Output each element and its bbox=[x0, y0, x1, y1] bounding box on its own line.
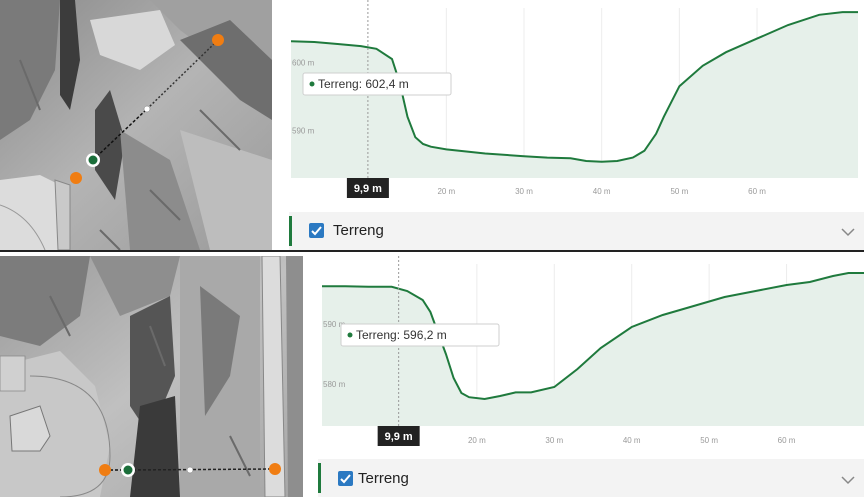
y-tick-label: 580 m bbox=[323, 380, 346, 389]
terrain-map-1[interactable] bbox=[0, 0, 272, 250]
position-marker[interactable] bbox=[88, 155, 98, 165]
startpoint-marker[interactable] bbox=[70, 172, 82, 184]
legend-accent-bar bbox=[289, 216, 292, 246]
y-tick-label: 590 m bbox=[323, 320, 346, 329]
hillshade-map-1 bbox=[0, 0, 272, 250]
legend-accent-bar bbox=[318, 463, 321, 493]
elevation-panel-2: 590 m 580 m 20 m 30 m 40 m 50 m 60 m 9,9 m Terre… bbox=[0, 256, 864, 497]
chevron-down-icon[interactable] bbox=[840, 225, 856, 237]
legend-row-2[interactable]: Terreng bbox=[318, 459, 864, 497]
midpoint-vertex[interactable] bbox=[143, 105, 151, 113]
terrain-area bbox=[322, 273, 864, 426]
x-tick-label: 60 m bbox=[748, 187, 766, 196]
elevation-panel-1: 600 m 590 m 20 m 30 m 40 m 50 m 60 m 9,9 m Terre… bbox=[0, 0, 864, 250]
x-tick-label: 50 m bbox=[700, 436, 718, 445]
tooltip-dot bbox=[347, 332, 353, 338]
elevation-tooltip bbox=[302, 72, 452, 96]
elevation-profile-1[interactable]: 600 m 590 m 20 m 30 m 40 m 50 m 60 m 9,9 m Terre… bbox=[283, 0, 864, 205]
chevron-down-icon[interactable] bbox=[840, 473, 856, 485]
building bbox=[9, 405, 51, 452]
tooltip-dot bbox=[309, 81, 315, 87]
y-tick-label: 600 m bbox=[292, 58, 315, 67]
elevation-tooltip bbox=[340, 323, 500, 347]
x-tick-label: 40 m bbox=[623, 436, 641, 445]
x-tick-label: 30 m bbox=[515, 187, 533, 196]
y-tick-label: 590 m bbox=[292, 126, 315, 135]
terrain-map-2[interactable] bbox=[0, 256, 303, 497]
endpoint-marker[interactable] bbox=[269, 463, 281, 475]
x-tick-label: 60 m bbox=[778, 436, 796, 445]
measure-line-segment bbox=[92, 108, 148, 161]
road bbox=[261, 256, 286, 497]
terrain-area bbox=[291, 12, 858, 178]
elevation-chart-1: 600 m 590 m 20 m 30 m 40 m 50 m 60 m 9,9 m Terre… bbox=[290, 0, 858, 198]
elevation-chart-2: 590 m 580 m 20 m 30 m 40 m 50 m 60 m 9,9 m Terre… bbox=[322, 256, 864, 446]
x-tick-label: 20 m bbox=[468, 436, 486, 445]
terreng-checkbox[interactable] bbox=[338, 471, 353, 486]
x-tick-label: 20 m bbox=[437, 187, 455, 196]
cursor-distance-badge bbox=[377, 426, 420, 446]
cursor-distance-badge bbox=[346, 178, 389, 198]
measure-line-segment bbox=[146, 39, 219, 110]
legend-label: Terreng bbox=[358, 470, 409, 487]
cursor-distance-label: 9,9 m bbox=[354, 183, 382, 195]
terreng-checkbox[interactable] bbox=[309, 223, 324, 238]
midpoint-vertex[interactable] bbox=[186, 466, 194, 474]
x-tick-label: 40 m bbox=[593, 187, 611, 196]
tooltip-text: Terreng: 602,4 m bbox=[318, 77, 409, 91]
terrain-profile-line bbox=[290, 11, 858, 163]
hillshade-map-2 bbox=[0, 256, 303, 497]
position-marker[interactable] bbox=[123, 465, 133, 475]
panel-divider bbox=[0, 250, 864, 252]
legend-label: Terreng bbox=[333, 222, 384, 239]
tooltip-text: Terreng: 596,2 m bbox=[356, 328, 447, 342]
terrain-profile-line bbox=[322, 272, 864, 401]
startpoint-marker[interactable] bbox=[99, 464, 111, 476]
endpoint-marker[interactable] bbox=[212, 34, 224, 46]
x-tick-label: 50 m bbox=[670, 187, 688, 196]
elevation-profile-2[interactable]: 590 m 580 m 20 m 30 m 40 m 50 m 60 m 9,9 m Terre… bbox=[318, 256, 864, 452]
measure-line-segment bbox=[127, 468, 276, 471]
legend-row-1[interactable]: Terreng bbox=[289, 212, 864, 250]
cursor-distance-label: 9,9 m bbox=[385, 431, 413, 443]
x-tick-label: 30 m bbox=[545, 436, 563, 445]
